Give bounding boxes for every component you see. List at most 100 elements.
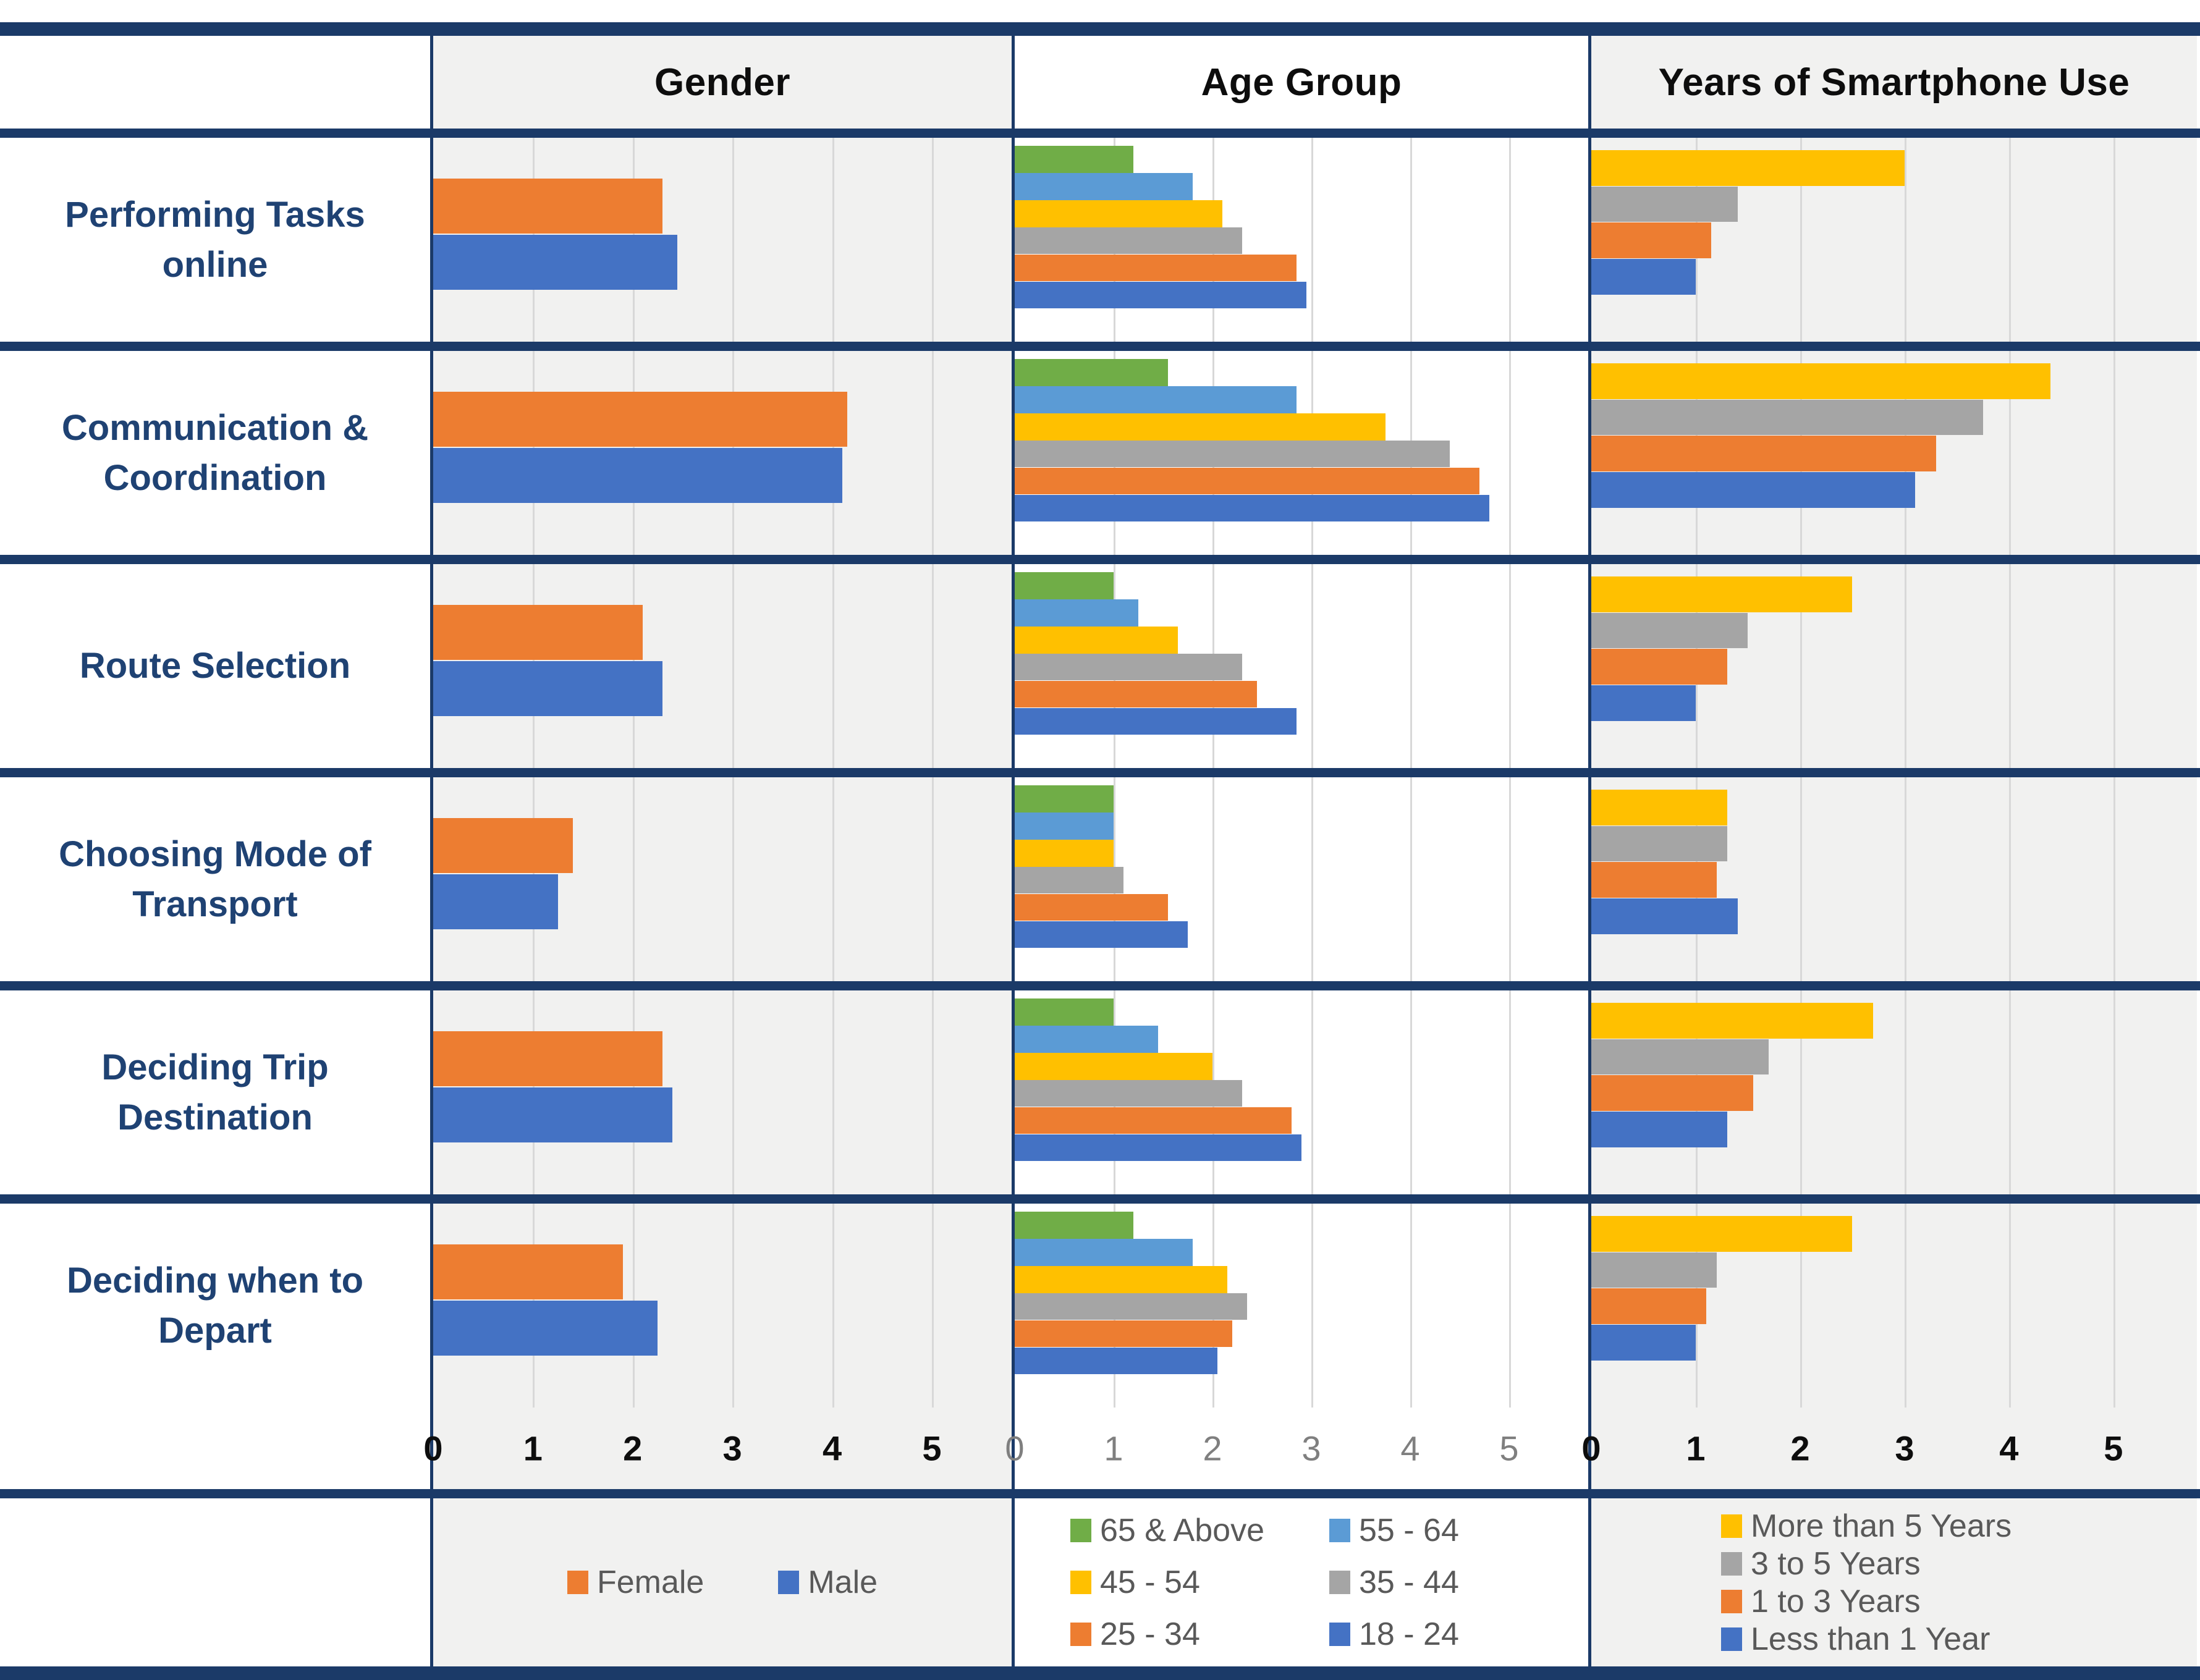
axis-tick: 1 bbox=[523, 1429, 543, 1468]
gridline bbox=[1800, 990, 1802, 1194]
bar-more-than-5-years bbox=[1591, 363, 2051, 399]
bar-55-64 bbox=[1015, 813, 1114, 840]
bar-male bbox=[433, 234, 678, 290]
legend-swatch-icon bbox=[1721, 1551, 1742, 1576]
age-group-column-title: Age Group bbox=[1201, 61, 1402, 104]
bar-female bbox=[433, 818, 573, 874]
axis-band: 0 1 2 3 4 5 0 1 2 3 4 5 0 1 2 3 4 5 bbox=[0, 1408, 2200, 1489]
row-label-cell: Deciding Trip Destination bbox=[0, 990, 430, 1194]
row-label-cell: Choosing Mode of Transport bbox=[0, 777, 430, 981]
bar-55-64 bbox=[1015, 599, 1138, 627]
panel-years-of-smartphone-use bbox=[1588, 777, 2197, 981]
gridline bbox=[1311, 990, 1313, 1194]
age-legend: 65 & Above 55 - 64 45 - 54 35 - 44 25 - 34 18… bbox=[1012, 1498, 1588, 1666]
age-axis: 0 1 2 3 4 5 bbox=[1005, 1408, 1588, 1489]
axis-tick: 0 bbox=[1581, 1429, 1601, 1468]
bar-65-above bbox=[1015, 146, 1133, 173]
gridline bbox=[2008, 138, 2011, 342]
gridline bbox=[1904, 564, 1906, 768]
bar-male bbox=[433, 447, 842, 503]
axis-tick: 4 bbox=[1999, 1429, 2019, 1468]
gridline bbox=[2113, 777, 2115, 981]
bar-18-24 bbox=[1015, 281, 1306, 309]
gridline bbox=[832, 1204, 834, 1408]
bar-more-than-5-years bbox=[1591, 150, 1905, 186]
gridline bbox=[1509, 990, 1511, 1194]
axis-tick: 3 bbox=[1895, 1429, 1914, 1468]
gridline bbox=[1410, 138, 1412, 342]
bar-55-64 bbox=[1015, 173, 1193, 200]
row-label-cell: Route Selection bbox=[0, 564, 430, 768]
axis-tick: 5 bbox=[2104, 1429, 2123, 1468]
bar-3-to-5-years bbox=[1591, 612, 1748, 649]
panel-gender bbox=[430, 990, 1012, 1194]
bar-more-than-5-years bbox=[1591, 576, 1853, 612]
panel-years-of-smartphone-use bbox=[1588, 1204, 2197, 1408]
legend-item-65-above: 65 & Above bbox=[1070, 1512, 1329, 1549]
row-label-cell: Communication & Coordination bbox=[0, 351, 430, 555]
age-legend-items: 65 & Above 55 - 64 45 - 54 35 - 44 25 - 34 18… bbox=[1015, 1498, 1588, 1666]
gridline bbox=[1311, 564, 1313, 768]
legend-swatch-icon bbox=[1721, 1514, 1742, 1538]
bar-35-44 bbox=[1015, 1079, 1242, 1107]
axis-tick: 1 bbox=[1104, 1429, 1123, 1468]
bottom-border-line bbox=[0, 1666, 2200, 1680]
legend-swatch-icon bbox=[1070, 1623, 1091, 1646]
panel-years-of-smartphone-use bbox=[1588, 351, 2197, 555]
axis-tick: 3 bbox=[1301, 1429, 1321, 1468]
legend-swatch-icon bbox=[1329, 1571, 1350, 1594]
gridline bbox=[1410, 564, 1412, 768]
row-separator-line bbox=[0, 768, 2200, 777]
bar-65-above bbox=[1015, 1212, 1133, 1239]
gridline bbox=[832, 990, 834, 1194]
gridline bbox=[1509, 1204, 1511, 1408]
bar-3-to-5-years bbox=[1591, 399, 1983, 436]
bar-35-44 bbox=[1015, 1293, 1247, 1320]
panel-gender bbox=[430, 564, 1012, 768]
bar-55-64 bbox=[1015, 386, 1297, 413]
gridline bbox=[931, 777, 934, 981]
bar-3-to-5-years bbox=[1591, 825, 1727, 862]
header-years-cell: Years of Smartphone Use bbox=[1588, 36, 2197, 129]
legend-label: 45 - 54 bbox=[1100, 1564, 1200, 1600]
panel-age-group bbox=[1012, 351, 1588, 555]
gridline bbox=[931, 1204, 934, 1408]
row-separator-line bbox=[0, 342, 2200, 351]
legend-item-55-64: 55 - 64 bbox=[1329, 1512, 1588, 1549]
gridline bbox=[931, 138, 934, 342]
bar-45-54 bbox=[1015, 413, 1386, 441]
gridline bbox=[2008, 351, 2011, 555]
gridline bbox=[1410, 990, 1412, 1194]
bar-25-34 bbox=[1015, 1320, 1232, 1348]
gridline bbox=[931, 990, 934, 1194]
bar-25-34 bbox=[1015, 254, 1297, 282]
category-row: Communication & Coordination bbox=[0, 351, 2200, 555]
panel-age-group bbox=[1012, 1204, 1588, 1408]
gridline bbox=[2113, 1204, 2115, 1408]
bar-male bbox=[433, 874, 558, 929]
legend-swatch-icon bbox=[1721, 1627, 1742, 1651]
bar-1-to-3-years bbox=[1591, 436, 1936, 472]
gridline bbox=[1904, 990, 1906, 1194]
gridline bbox=[2113, 351, 2115, 555]
legend-swatch-icon bbox=[1329, 1519, 1350, 1542]
gridline bbox=[1800, 564, 1802, 768]
bar-1-to-3-years bbox=[1591, 1288, 1706, 1325]
legend-item-18-24: 18 - 24 bbox=[1329, 1616, 1588, 1653]
axis-empty-cell bbox=[0, 1408, 430, 1489]
panel-age-group bbox=[1012, 564, 1588, 768]
legend-label: Less than 1 Year bbox=[1751, 1621, 1991, 1657]
bar-male bbox=[433, 661, 663, 716]
category-row: Deciding Trip Destination bbox=[0, 990, 2200, 1194]
category-row: Choosing Mode of Transport bbox=[0, 777, 2200, 981]
gridline bbox=[1509, 351, 1511, 555]
bar-18-24 bbox=[1015, 1347, 1217, 1375]
top-border-line bbox=[0, 22, 2200, 36]
gridline bbox=[1904, 777, 1906, 981]
legend-swatch-icon bbox=[1329, 1623, 1350, 1646]
legend-empty-cell bbox=[0, 1498, 430, 1666]
legend-item-more-than-5-years: More than 5 Years bbox=[1721, 1508, 2197, 1545]
axis-tick: 1 bbox=[1686, 1429, 1706, 1468]
bar-45-54 bbox=[1015, 1265, 1227, 1293]
bar-female bbox=[433, 1244, 623, 1300]
